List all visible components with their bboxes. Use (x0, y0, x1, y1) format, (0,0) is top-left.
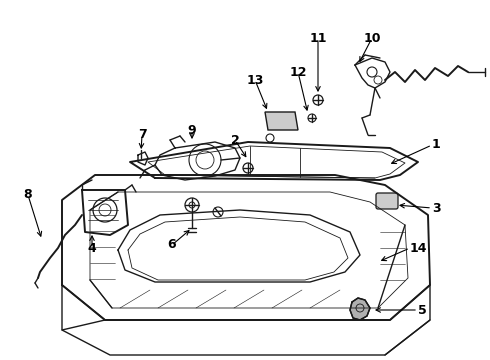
Text: 3: 3 (432, 202, 441, 215)
Text: 1: 1 (432, 139, 441, 152)
Text: 2: 2 (231, 134, 240, 147)
Polygon shape (265, 112, 298, 130)
Text: 12: 12 (289, 66, 307, 78)
Text: 9: 9 (188, 123, 196, 136)
Text: 11: 11 (309, 31, 327, 45)
Text: 8: 8 (24, 189, 32, 202)
Text: 10: 10 (363, 31, 381, 45)
Text: 4: 4 (88, 242, 97, 255)
FancyBboxPatch shape (376, 193, 398, 209)
Text: 6: 6 (168, 238, 176, 252)
Polygon shape (350, 298, 370, 320)
Text: 13: 13 (246, 73, 264, 86)
Text: 5: 5 (418, 303, 427, 316)
Text: 7: 7 (138, 129, 147, 141)
Text: 14: 14 (410, 242, 427, 255)
